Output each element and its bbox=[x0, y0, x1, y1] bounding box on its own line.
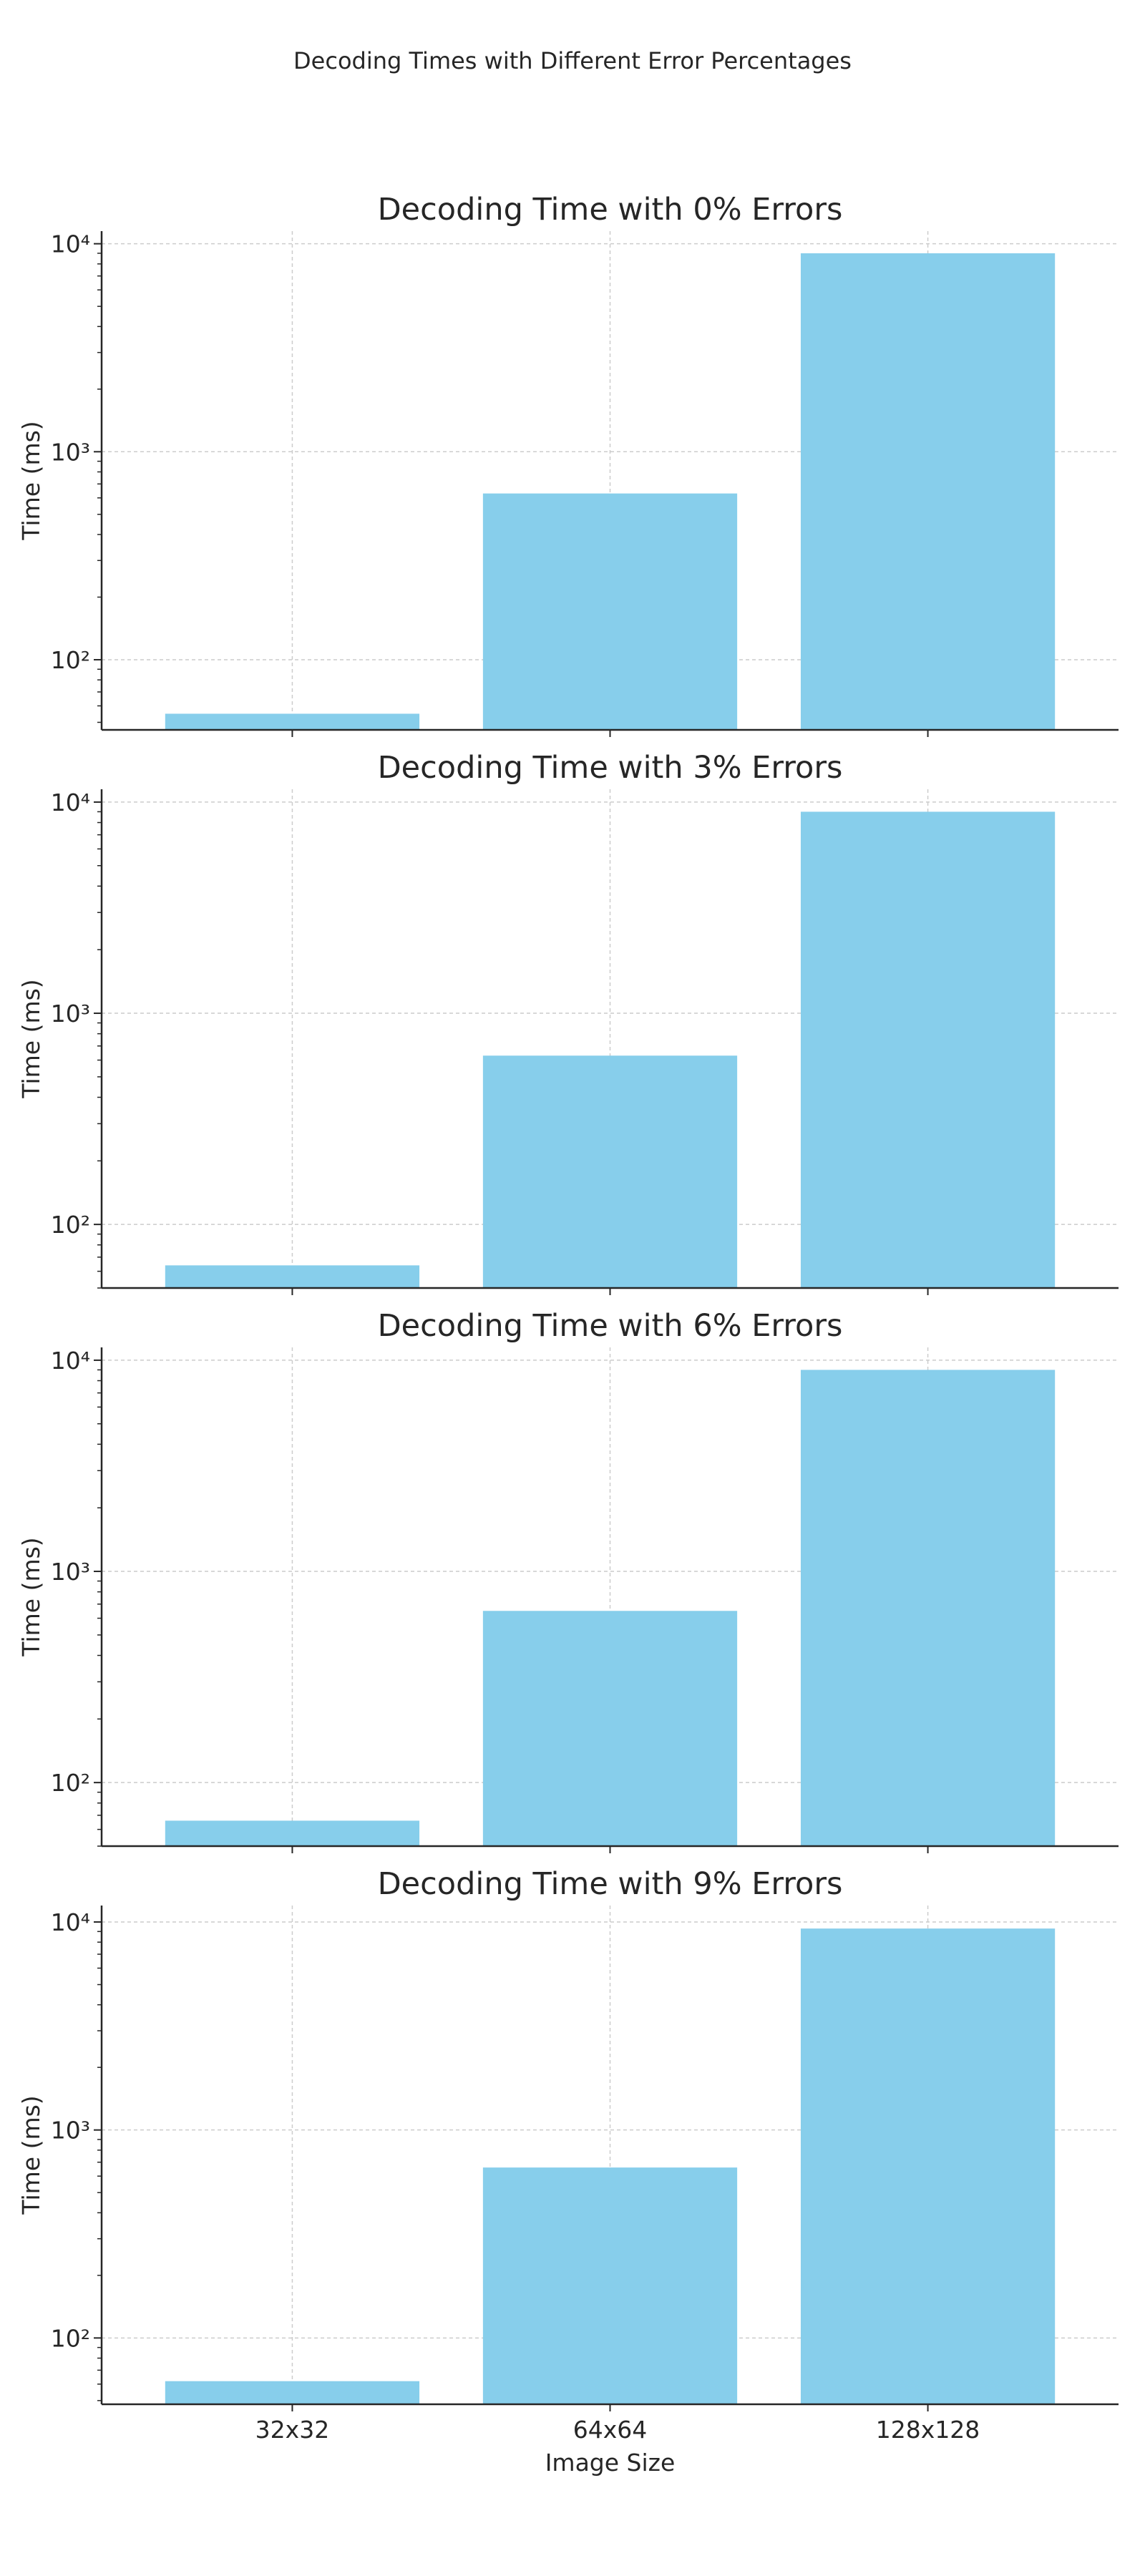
y-tick-label: 10⁴ bbox=[51, 230, 90, 258]
chart-panels: 10² 10³ 10⁴ Decoding Time with 0% Errors Tim… bbox=[17, 192, 1119, 2477]
bar-64x64 bbox=[482, 1611, 738, 1846]
x-tick-label: 128x128 bbox=[876, 2416, 980, 2444]
y-tick-label: 10⁴ bbox=[51, 1347, 90, 1375]
bar-64x64 bbox=[482, 493, 738, 730]
y-tick-label: 10² bbox=[51, 1211, 90, 1239]
y-tick-label: 10³ bbox=[51, 2117, 90, 2145]
x-tick-label: 32x32 bbox=[255, 2416, 330, 2444]
y-tick-label: 10² bbox=[51, 1769, 90, 1797]
chart-panel-2: 10² 10³ 10⁴ Decoding Time with 6% Errors Tim… bbox=[17, 1308, 1119, 1853]
bar-32x32 bbox=[165, 1265, 420, 1288]
chart-panel-1: 10² 10³ 10⁴ Decoding Time with 3% Errors Tim… bbox=[17, 750, 1119, 1295]
y-tick-label: 10² bbox=[51, 646, 90, 674]
chart-panel-3: 10² 10³ 10⁴ 32x32 64x64 128x128 Image Size Deco… bbox=[17, 1866, 1119, 2477]
y-tick-label: 10³ bbox=[51, 438, 90, 466]
bar-128x128 bbox=[800, 1370, 1056, 1846]
y-axis-label: Time (ms) bbox=[17, 979, 45, 1098]
y-tick-label: 10⁴ bbox=[51, 789, 90, 816]
bar-32x32 bbox=[165, 2381, 420, 2404]
bar-128x128 bbox=[800, 253, 1056, 730]
y-axis-label: Time (ms) bbox=[17, 1537, 45, 1657]
y-axis-label: Time (ms) bbox=[17, 421, 45, 540]
chart-title: Decoding Time with 6% Errors bbox=[378, 1308, 843, 1344]
figure-suptitle: Decoding Times with Different Error Perc… bbox=[293, 47, 852, 74]
y-tick-label: 10² bbox=[51, 2324, 90, 2352]
y-tick-label: 10⁴ bbox=[51, 1908, 90, 1936]
chart-title: Decoding Time with 3% Errors bbox=[378, 750, 843, 786]
bar-128x128 bbox=[800, 1928, 1056, 2404]
x-tick-label: 64x64 bbox=[573, 2416, 648, 2444]
bar-64x64 bbox=[482, 1055, 738, 1288]
y-tick-label: 10³ bbox=[51, 1558, 90, 1586]
bar-32x32 bbox=[165, 1820, 420, 1846]
bar-32x32 bbox=[165, 713, 420, 730]
chart-panel-0: 10² 10³ 10⁴ Decoding Time with 0% Errors Tim… bbox=[17, 192, 1119, 737]
x-axis-label: Image Size bbox=[545, 2449, 676, 2477]
bar-64x64 bbox=[482, 2167, 738, 2404]
y-tick-label: 10³ bbox=[51, 1000, 90, 1028]
chart-title: Decoding Time with 9% Errors bbox=[378, 1866, 843, 1902]
chart-title: Decoding Time with 0% Errors bbox=[378, 192, 843, 228]
bar-128x128 bbox=[800, 811, 1056, 1288]
y-axis-label: Time (ms) bbox=[17, 2095, 45, 2215]
